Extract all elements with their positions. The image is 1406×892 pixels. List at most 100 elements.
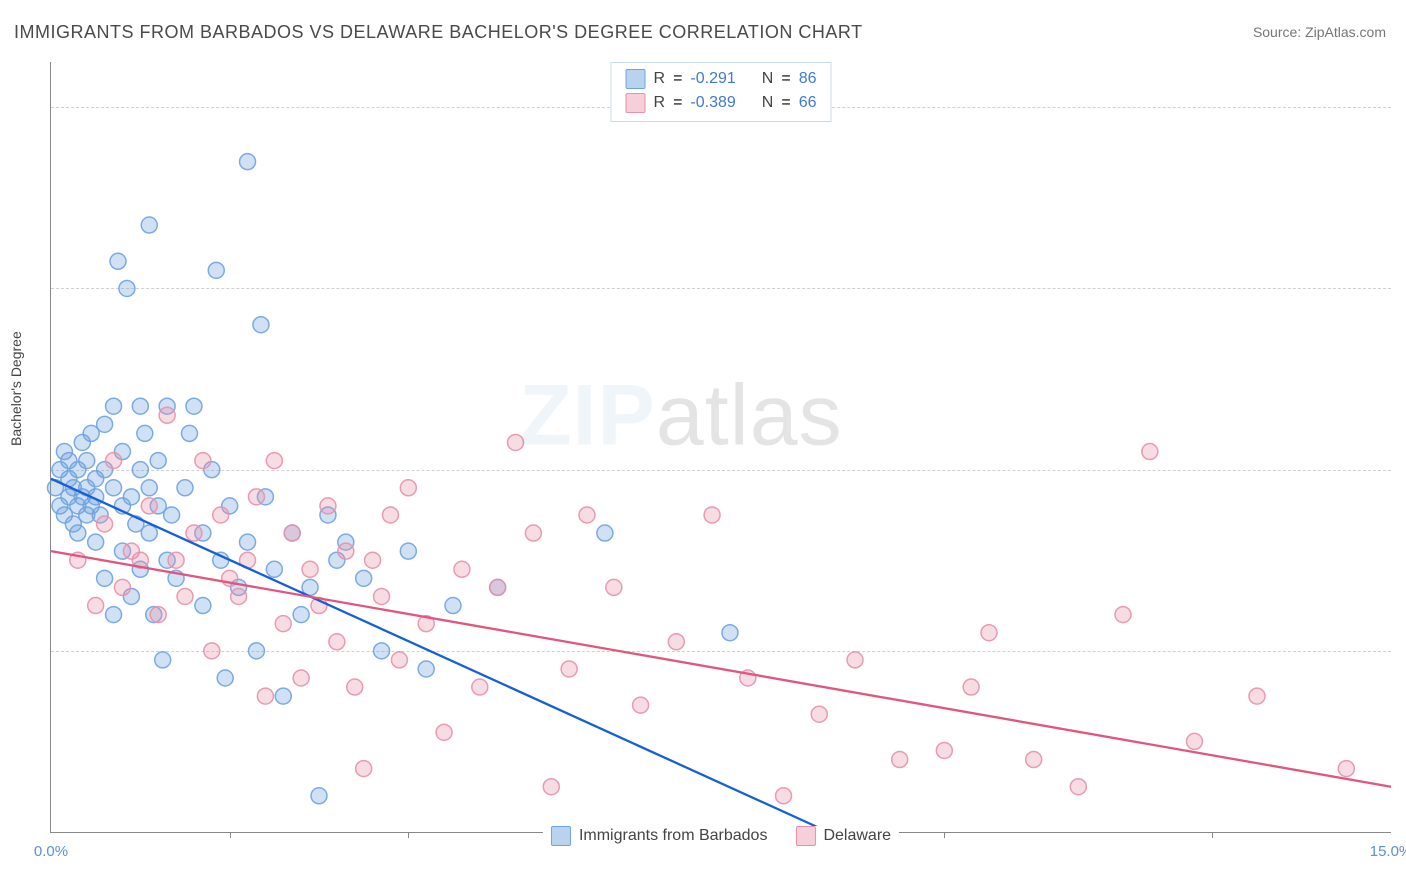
- scatter-point-barbados: [217, 670, 233, 686]
- chart-container: IMMIGRANTS FROM BARBADOS VS DELAWARE BAC…: [0, 0, 1406, 892]
- scatter-point-delaware: [114, 579, 130, 595]
- scatter-point-delaware: [606, 579, 622, 595]
- source-link[interactable]: ZipAtlas.com: [1305, 24, 1386, 40]
- scatter-point-delaware: [579, 507, 595, 523]
- source-label: Source:: [1253, 24, 1301, 40]
- scatter-point-delaware: [1070, 779, 1086, 795]
- scatter-point-barbados: [97, 416, 113, 432]
- scatter-point-delaware: [248, 489, 264, 505]
- n-value-barbados: 86: [799, 70, 817, 88]
- scatter-point-barbados: [137, 425, 153, 441]
- scatter-point-barbados: [164, 507, 180, 523]
- scatter-point-delaware: [329, 634, 345, 650]
- scatter-point-barbados: [181, 425, 197, 441]
- scatter-point-delaware: [892, 752, 908, 768]
- scatter-point-delaware: [704, 507, 720, 523]
- y-tick-label: 60.0%: [1396, 280, 1406, 297]
- scatter-point-barbados: [79, 453, 95, 469]
- swatch-delaware: [795, 826, 815, 846]
- scatter-point-delaware: [257, 688, 273, 704]
- scatter-point-delaware: [356, 761, 372, 777]
- x-tick-label: 0.0%: [34, 843, 68, 860]
- scatter-point-delaware: [391, 652, 407, 668]
- scatter-point-delaware: [508, 434, 524, 450]
- scatter-point-barbados: [240, 534, 256, 550]
- legend-row-barbados: R = -0.291 N = 86: [626, 67, 817, 91]
- x-minor-tick: [1212, 832, 1213, 838]
- scatter-point-delaware: [365, 552, 381, 568]
- scatter-point-barbados: [119, 280, 135, 296]
- scatter-point-barbados: [155, 652, 171, 668]
- scatter-point-barbados: [311, 788, 327, 804]
- scatter-point-delaware: [338, 543, 354, 559]
- scatter-point-barbados: [141, 525, 157, 541]
- scatter-svg: [51, 62, 1391, 832]
- scatter-point-delaware: [1115, 607, 1131, 623]
- scatter-point-barbados: [106, 607, 122, 623]
- scatter-point-delaware: [204, 643, 220, 659]
- n-label: N: [762, 70, 774, 88]
- trend-line-delaware: [51, 551, 1391, 787]
- plot-area: ZIPatlas 20.0%40.0%60.0%80.0% 0.0%15.0% …: [50, 62, 1391, 833]
- scatter-point-delaware: [231, 588, 247, 604]
- x-minor-tick: [944, 832, 945, 838]
- y-tick-label: 20.0%: [1396, 642, 1406, 659]
- scatter-point-barbados: [400, 543, 416, 559]
- scatter-point-delaware: [981, 625, 997, 641]
- scatter-point-barbados: [722, 625, 738, 641]
- scatter-point-delaware: [320, 498, 336, 514]
- scatter-point-delaware: [150, 607, 166, 623]
- r-label: R: [654, 94, 666, 112]
- scatter-point-delaware: [275, 616, 291, 632]
- y-tick-label: 80.0%: [1396, 99, 1406, 116]
- scatter-point-barbados: [248, 643, 264, 659]
- swatch-delaware: [626, 93, 646, 113]
- scatter-point-barbados: [70, 525, 86, 541]
- scatter-point-delaware: [88, 598, 104, 614]
- chart-title: IMMIGRANTS FROM BARBADOS VS DELAWARE BAC…: [14, 22, 863, 43]
- scatter-point-delaware: [561, 661, 577, 677]
- legend-label-barbados: Immigrants from Barbados: [579, 827, 768, 845]
- scatter-point-barbados: [253, 317, 269, 333]
- legend-item-barbados: Immigrants from Barbados: [551, 826, 768, 846]
- scatter-point-barbados: [374, 643, 390, 659]
- scatter-point-barbados: [186, 398, 202, 414]
- scatter-point-barbados: [240, 154, 256, 170]
- scatter-point-delaware: [1249, 688, 1265, 704]
- scatter-point-delaware: [284, 525, 300, 541]
- scatter-point-barbados: [97, 570, 113, 586]
- x-tick-label: 15.0%: [1370, 843, 1406, 860]
- scatter-point-delaware: [1026, 752, 1042, 768]
- scatter-point-delaware: [776, 788, 792, 804]
- scatter-point-delaware: [195, 453, 211, 469]
- scatter-point-barbados: [418, 661, 434, 677]
- correlation-legend: R = -0.291 N = 86 R = -0.389 N = 66: [611, 62, 832, 122]
- scatter-point-delaware: [454, 561, 470, 577]
- scatter-point-barbados: [123, 489, 139, 505]
- scatter-point-delaware: [168, 552, 184, 568]
- scatter-point-barbados: [293, 607, 309, 623]
- scatter-point-delaware: [1186, 733, 1202, 749]
- scatter-point-delaware: [936, 742, 952, 758]
- scatter-point-barbados: [208, 262, 224, 278]
- scatter-point-delaware: [436, 724, 452, 740]
- x-minor-tick: [230, 832, 231, 838]
- eq: =: [781, 94, 790, 112]
- scatter-point-delaware: [302, 561, 318, 577]
- scatter-point-delaware: [633, 697, 649, 713]
- scatter-point-delaware: [472, 679, 488, 695]
- scatter-point-delaware: [847, 652, 863, 668]
- scatter-point-delaware: [213, 507, 229, 523]
- scatter-point-barbados: [88, 534, 104, 550]
- swatch-barbados: [551, 826, 571, 846]
- n-value-delaware: 66: [799, 94, 817, 112]
- x-minor-tick: [408, 832, 409, 838]
- scatter-point-delaware: [811, 706, 827, 722]
- scatter-point-barbados: [177, 480, 193, 496]
- eq: =: [673, 94, 682, 112]
- scatter-point-delaware: [1338, 761, 1354, 777]
- n-label: N: [762, 94, 774, 112]
- scatter-point-barbados: [275, 688, 291, 704]
- scatter-point-barbados: [132, 462, 148, 478]
- scatter-point-barbados: [266, 561, 282, 577]
